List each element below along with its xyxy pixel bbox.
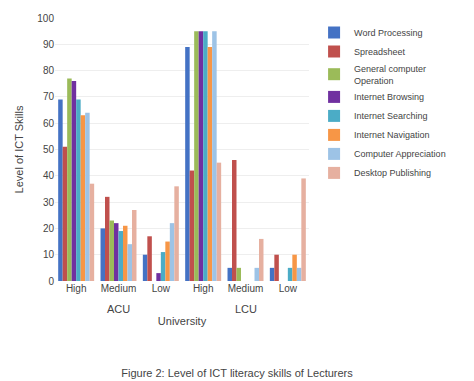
svg-text:LCU: LCU	[235, 303, 257, 315]
svg-text:Spreadsheet: Spreadsheet	[354, 47, 406, 57]
svg-text:100: 100	[37, 13, 54, 24]
svg-text:90: 90	[43, 39, 55, 50]
svg-text:30: 30	[43, 197, 55, 208]
svg-text:High: High	[193, 283, 214, 294]
svg-text:40: 40	[43, 170, 55, 181]
svg-text:General computerOperation: General computerOperation	[354, 64, 426, 86]
svg-text:Figure 2: Level of ICT literac: Figure 2: Level of ICT literacy skills o…	[121, 367, 353, 379]
svg-text:Internet Searching: Internet Searching	[354, 111, 428, 121]
svg-text:High: High	[66, 283, 87, 294]
svg-text:60: 60	[43, 118, 55, 129]
svg-text:10: 10	[43, 249, 55, 260]
svg-text:50: 50	[43, 144, 55, 155]
svg-text:20: 20	[43, 223, 55, 234]
svg-text:Internet Navigation: Internet Navigation	[354, 130, 430, 140]
svg-text:University: University	[158, 315, 207, 327]
svg-text:0: 0	[48, 276, 54, 287]
svg-text:Internet Browsing: Internet Browsing	[354, 92, 424, 102]
svg-text:Medium: Medium	[101, 283, 137, 294]
svg-text:Medium: Medium	[228, 283, 264, 294]
svg-text:Desktop Publishing: Desktop Publishing	[354, 168, 431, 178]
svg-text:Word Processing: Word Processing	[354, 28, 422, 38]
svg-text:Computer Appreciation: Computer Appreciation	[354, 149, 446, 159]
svg-text:Low: Low	[279, 283, 298, 294]
svg-text:Low: Low	[152, 283, 171, 294]
svg-text:80: 80	[43, 65, 55, 76]
svg-text:70: 70	[43, 91, 55, 102]
svg-text:ACU: ACU	[107, 303, 130, 315]
svg-text:Level of ICT Skills: Level of ICT Skills	[13, 105, 25, 193]
